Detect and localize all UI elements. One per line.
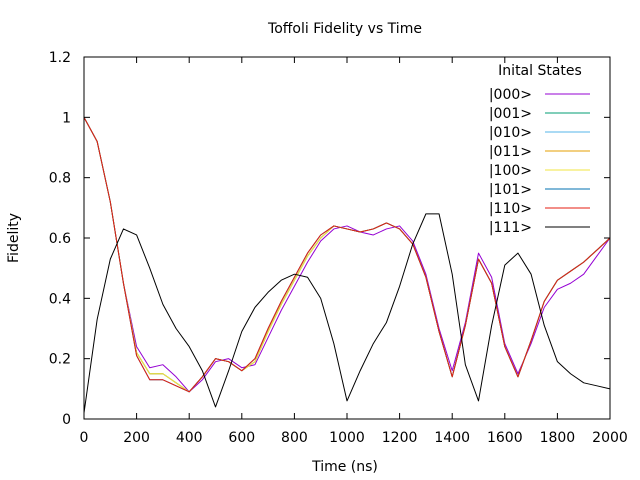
series-line-6 bbox=[83, 117, 611, 393]
x-tick-label: 1200 bbox=[382, 430, 418, 446]
y-tick-label: 0 bbox=[62, 412, 71, 428]
legend-label: |110> bbox=[489, 201, 532, 217]
series-line-7 bbox=[83, 213, 611, 414]
legend-label: |011> bbox=[489, 144, 532, 160]
x-tick-label: 1600 bbox=[487, 430, 523, 446]
y-tick-label: 0.6 bbox=[49, 231, 71, 247]
chart-title: Toffoli Fidelity vs Time bbox=[267, 21, 422, 37]
y-tick-label: 0.8 bbox=[49, 171, 71, 187]
legend-label: |101> bbox=[489, 182, 532, 198]
x-axis-label: Time (ns) bbox=[311, 459, 378, 475]
y-tick-label: 1.2 bbox=[49, 50, 71, 66]
legend-label: |010> bbox=[489, 125, 532, 141]
legend: Inital States |000> |001> |010> |011> |100> |… bbox=[489, 63, 590, 236]
y-tick-label: 1 bbox=[62, 110, 71, 126]
series-layer bbox=[83, 117, 611, 414]
x-tick-label: 2000 bbox=[592, 430, 628, 446]
x-tick-label: 1800 bbox=[540, 430, 576, 446]
x-tick-label: 200 bbox=[123, 430, 150, 446]
y-axis-label: Fidelity bbox=[6, 213, 22, 263]
x-tick-label: 600 bbox=[228, 430, 255, 446]
x-tick-label: 1400 bbox=[434, 430, 470, 446]
x-tick-label: 1000 bbox=[329, 430, 365, 446]
legend-label: |100> bbox=[489, 163, 532, 179]
legend-label: |001> bbox=[489, 106, 532, 122]
x-tick-label: 400 bbox=[176, 430, 203, 446]
y-tick-label: 0.4 bbox=[49, 291, 71, 307]
legend-title: Inital States bbox=[498, 63, 582, 79]
legend-label: |111> bbox=[489, 220, 532, 236]
legend-label: |000> bbox=[489, 87, 532, 103]
x-tick-label: 800 bbox=[281, 430, 308, 446]
y-tick-label: 0.2 bbox=[49, 352, 71, 368]
axes-layer: 0 200 400 600 800 1000 1200 1400 1600 1800 2000 0 0.… bbox=[49, 50, 628, 446]
x-tick-label: 0 bbox=[80, 430, 89, 446]
